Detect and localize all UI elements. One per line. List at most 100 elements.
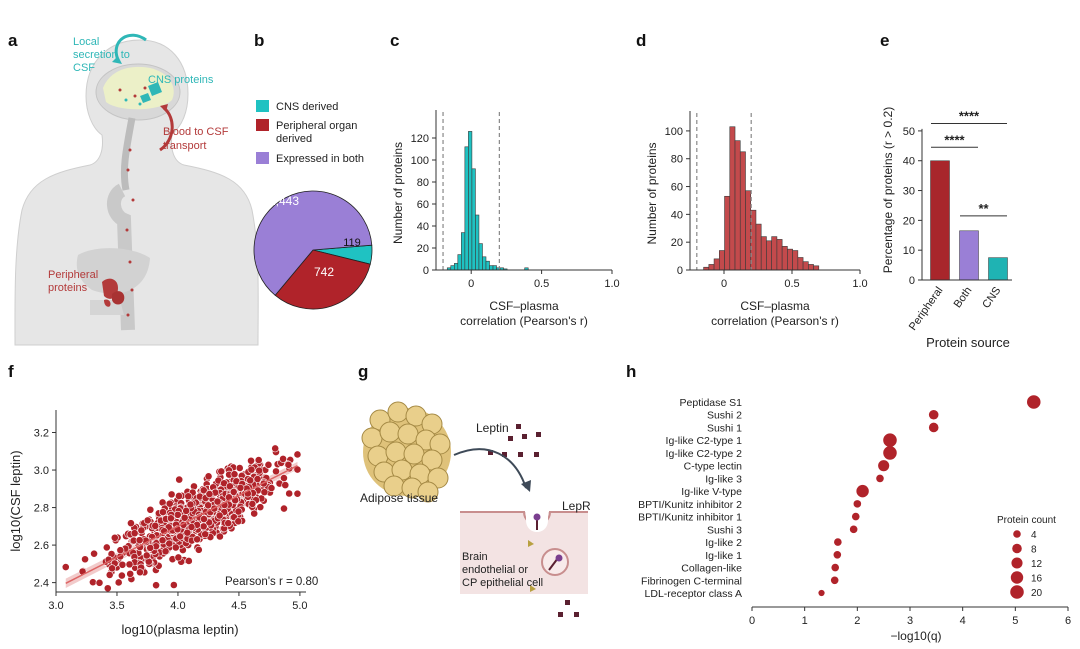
scatter-point [236,483,245,492]
scatter-point [114,578,123,587]
x-tick-label-peripheral: Peripheral [907,285,946,333]
adipose-tissue-illustration [361,401,451,503]
scatter-point [152,581,160,590]
scatter-point [253,475,262,483]
scatter-f: 2.4 2.6 2.8 3.0 3.2 3.0 3.5 4.0 4.5 5.0 Pearson's … [8,410,318,637]
size-legend-dot [1011,557,1023,569]
x-tick-label: 3 [907,615,913,627]
fit-line [65,464,298,584]
y-tick-label: 120 [411,133,429,145]
category-label: Peptidase S1 [680,397,743,409]
scatter-point [180,513,189,522]
x-tick-label: 3.5 [109,600,124,612]
scatter-point [158,536,167,545]
histogram-d: 0 20 40 60 80 100 0 0.5 1.0 Number of proteins CSF… [645,111,868,328]
scatter-point [183,528,192,537]
dot-point [849,525,858,534]
leptin-label: Leptin [476,421,509,435]
size-legend-label: 20 [1031,588,1043,599]
dot-point [856,484,869,498]
legend-swatch-0 [256,100,269,112]
x-tick-label: 2 [854,615,860,627]
category-label: Ig-like C2-type 2 [666,448,743,460]
scatter-point [230,470,239,479]
panel-letter-f: f [8,362,14,381]
bar-cns [988,257,1008,281]
y-tick-label: 20 [417,243,429,255]
scatter-point [117,571,126,580]
legend-swatch-2 [256,152,269,164]
panel-letter-d: d [636,31,646,50]
pie-chart: 1,443 742 119 [253,190,373,310]
scatter-point [280,504,288,513]
scatter-point [143,516,152,525]
hist-bar [734,140,741,271]
scatter-point [272,467,280,476]
y-tick-label: 0 [677,265,683,277]
scatter-point [161,547,170,556]
hist-bar [485,260,490,271]
x-tick-label: 4.5 [231,600,246,612]
x-axis-label: log10(plasma leptin) [121,622,238,637]
scatter-point [255,466,264,475]
scatter-point [182,506,191,515]
y-tick-label: 3.2 [34,428,49,440]
panel-d: d 0 20 40 60 80 100 0 0.5 1.0 Number of proteins C… [636,31,868,328]
pie-label-cns: 119 [343,237,361,249]
y-tick-label: 0 [909,275,915,287]
scatter-point [103,584,112,593]
panel-letter-c: c [390,31,399,50]
y-tick-label: 20 [671,237,683,249]
local-secretion-label: Local secretion to CSF [73,36,133,74]
hist-bar [492,265,497,271]
scatter-point [254,456,263,464]
adipocyte [397,423,419,445]
x-tick-label: 1.0 [604,278,619,290]
x-tick-label: 3.0 [48,600,63,612]
scatter-point [224,519,233,528]
bar-both [959,230,979,281]
scatter-point [293,489,302,498]
size-legend-label: 4 [1031,530,1037,541]
x-tick-label: 4 [960,615,966,627]
hist-bar [475,214,480,271]
endothelial-cell [460,512,588,594]
x-axis-label: CSF–plasma [489,299,559,313]
legend-label-2: Expressed in both [276,153,364,165]
dot-point [851,512,860,521]
scatter-point [193,535,202,544]
panel-letter-g: g [358,362,368,381]
category-label: BPTI/Kunitz inhibitor 2 [638,499,742,511]
x-tick-label: 1 [802,615,808,627]
x-tick-label: 6 [1065,615,1071,627]
dot-point [833,551,842,559]
panel-c: c 0 20 40 60 80 100 120 0 0.5 1.0 Number of protei… [390,31,620,328]
scatter-point [194,545,203,554]
scatter-point [110,533,119,542]
scatter-point [108,564,116,573]
category-label: Sushi 3 [707,524,742,536]
scatter-point [199,486,208,495]
category-label: Sushi 2 [707,410,742,422]
y-tick-label: 0 [423,265,429,277]
x-tick-label: 0 [749,615,755,627]
scatter-point [81,555,89,564]
scatter-point [187,523,196,531]
scatter-point [216,532,224,541]
x-tick-label: 1.0 [852,278,867,290]
legend-label-1: derived [276,133,312,145]
hist-bar [464,146,469,271]
hist-bar [755,223,762,271]
peripheral-proteins-label: Peripheral proteins [48,269,101,294]
scatter-point [284,460,293,469]
histogram-c: 0 20 40 60 80 100 120 0 0.5 1.0 Number of proteins… [391,110,620,328]
scatter-point [175,475,184,484]
hist-bar [802,261,809,271]
scatter-point [105,571,114,579]
scatter-point [250,509,259,518]
scatter-point [201,530,210,539]
y-tick-label: 20 [903,215,915,227]
